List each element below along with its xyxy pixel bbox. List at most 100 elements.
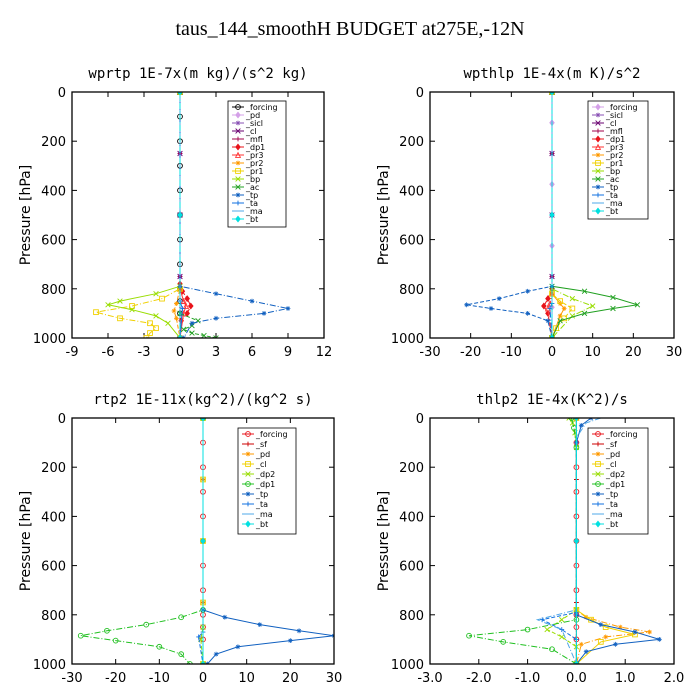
data-point-pr1: [153, 325, 159, 332]
legend-label: _pd: [255, 450, 270, 459]
y-tick-label: 600: [41, 560, 66, 575]
data-point-tp: [632, 629, 638, 635]
data-point-pr1: [553, 325, 559, 332]
y-axis-label: Pressure [hPa]: [18, 491, 34, 591]
x-tick-label: 3: [212, 345, 220, 360]
legend-marker: [245, 501, 251, 507]
legend-label: _pr1: [605, 159, 623, 168]
legend: _forcing_sf_pd_cl_dp2_dp1_tp_ta_ma_bt: [587, 427, 649, 535]
x-tick-label: 10: [238, 671, 255, 686]
data-point-dp2: [566, 418, 572, 421]
series-line-tp: [575, 418, 660, 664]
data-point-ac: [213, 335, 219, 338]
legend: _forcing_sicl_cl_mfl_dp1_pr3_pr2_pr1_bp_…: [587, 100, 649, 220]
data-point-ac: [581, 310, 588, 317]
y-tick-label: 0: [58, 412, 66, 427]
data-point-pr2: [561, 306, 567, 311]
legend-label: _dp1: [255, 480, 275, 489]
series-group: [77, 418, 334, 664]
legend-marker: [235, 143, 241, 151]
data-point-tp: [189, 320, 195, 326]
legend-marker: [595, 501, 601, 507]
legend-label: _ta: [245, 199, 258, 208]
legend-marker: [595, 103, 601, 111]
legend-marker: [235, 184, 241, 190]
y-tick-label: 1000: [391, 332, 424, 347]
series-line-ma: [535, 418, 601, 664]
data-point-pr1: [159, 295, 165, 302]
data-point-tp: [213, 291, 219, 297]
legend-label: _pr3: [245, 151, 263, 160]
data-point-tp: [261, 311, 267, 316]
legend-label: _ma: [245, 207, 263, 216]
data-point-dp1: [541, 302, 547, 310]
x-tick-label: 30: [666, 345, 683, 360]
data-point-tp: [222, 614, 228, 620]
legend-label: _forcing: [605, 430, 638, 439]
legend-label: _ma: [605, 199, 623, 208]
x-tick-label: 10: [584, 345, 601, 360]
x-tick-label: 0: [176, 345, 184, 360]
panel-title: wpthlp 1E-4x(m K)/s^2: [463, 66, 640, 82]
legend-label: _tp: [255, 490, 268, 499]
x-tick-label: -6: [102, 345, 115, 360]
legend-marker: [235, 128, 241, 134]
legend-marker: [234, 151, 242, 158]
y-axis-label: Pressure [hPa]: [376, 491, 392, 591]
legend-label: _dp1: [605, 480, 625, 489]
data-point-dp1: [184, 295, 190, 303]
x-tick-label: 20: [282, 671, 299, 686]
x-tick-label: 12: [316, 345, 333, 360]
data-point-tp: [583, 649, 589, 655]
x-tick-label: -3: [138, 345, 151, 360]
data-point-pr1: [557, 298, 563, 304]
panel-title: thlp2 1E-4x(K^2)/s: [476, 392, 628, 408]
x-tick-label: -30: [61, 671, 82, 686]
data-point-pr1: [117, 315, 123, 322]
y-axis-label: Pressure [hPa]: [376, 165, 392, 265]
x-tick-label: -3.0: [417, 671, 442, 686]
data-point-bt: [177, 334, 183, 338]
legend-label: _pd: [245, 111, 260, 120]
legend-marker: [595, 471, 601, 477]
data-point-ta: [559, 627, 565, 632]
y-tick-label: 200: [41, 135, 66, 150]
panel-title: rtp2 1E-11x(kg^2)/(kg^2 s): [93, 392, 312, 408]
legend-marker: [245, 451, 251, 457]
data-point-tp: [296, 628, 302, 634]
data-point-bp: [129, 306, 135, 313]
legend-marker: [595, 491, 601, 497]
data-point-ac: [610, 294, 616, 301]
data-point-tp: [257, 622, 263, 628]
data-point-pr1: [147, 320, 153, 327]
legend-marker: [595, 184, 601, 190]
series-line-tp: [202, 418, 334, 664]
data-point-dp1: [188, 302, 194, 310]
legend-marker: [235, 176, 241, 182]
series-line-dp2: [546, 418, 577, 664]
y-tick-label: 600: [41, 234, 66, 249]
data-point-pr2: [171, 308, 177, 314]
legend-label: _forcing: [605, 103, 638, 112]
data-point-tp: [213, 315, 219, 321]
legend-marker: [595, 168, 601, 174]
y-tick-label: 1000: [33, 658, 66, 673]
legend-label: _ta: [605, 500, 618, 509]
legend-label: _tp: [605, 490, 618, 499]
x-tick-label: 0: [548, 345, 556, 360]
x-tick-label: -20: [460, 345, 481, 360]
data-point-pd: [617, 624, 623, 630]
data-point-bp: [165, 320, 171, 326]
data-point-tp: [249, 298, 255, 304]
series-group: [466, 418, 662, 664]
legend-label: _dp1: [245, 143, 265, 152]
y-tick-label: 400: [41, 184, 66, 199]
legend-marker: [595, 192, 601, 198]
x-tick-label: 30: [326, 671, 343, 686]
data-point-pr2: [174, 301, 179, 306]
legend: _forcing_pd_sicl_cl_mfl_dp1_pr3_pr2_pr1_…: [227, 100, 287, 228]
data-point-tp: [545, 318, 551, 324]
legend-marker: [595, 135, 601, 143]
legend-marker: [245, 491, 251, 497]
legend-label: _dp1: [605, 135, 625, 144]
